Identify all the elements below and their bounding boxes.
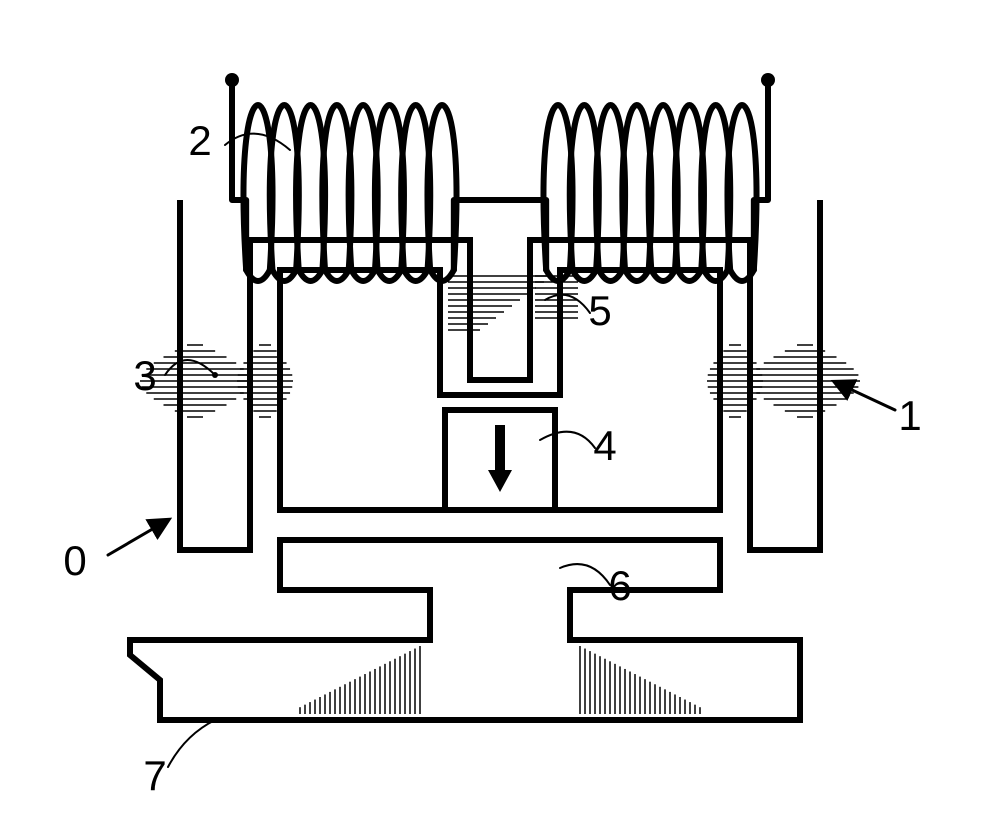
label-2: 2 <box>188 117 211 164</box>
leader-dot-3 <box>212 372 218 378</box>
coil-right <box>544 105 757 281</box>
terminal-dot-right <box>761 73 775 87</box>
label-5: 5 <box>588 287 611 334</box>
leader-1 <box>835 382 895 410</box>
label-6: 6 <box>608 562 631 609</box>
leader-5 <box>545 295 590 313</box>
coil-left <box>244 105 457 281</box>
label-0: 0 <box>63 537 86 584</box>
plunger-arrow-icon <box>488 425 512 492</box>
label-1: 1 <box>898 392 921 439</box>
bottom-yoke <box>130 540 800 720</box>
leader-7 <box>168 720 215 767</box>
label-4: 4 <box>593 422 616 469</box>
label-7: 7 <box>143 752 166 799</box>
leader-6 <box>560 564 610 585</box>
label-3: 3 <box>133 352 156 399</box>
terminal-dot-left <box>225 73 239 87</box>
leader-0 <box>108 520 168 555</box>
leader-4 <box>540 432 595 448</box>
